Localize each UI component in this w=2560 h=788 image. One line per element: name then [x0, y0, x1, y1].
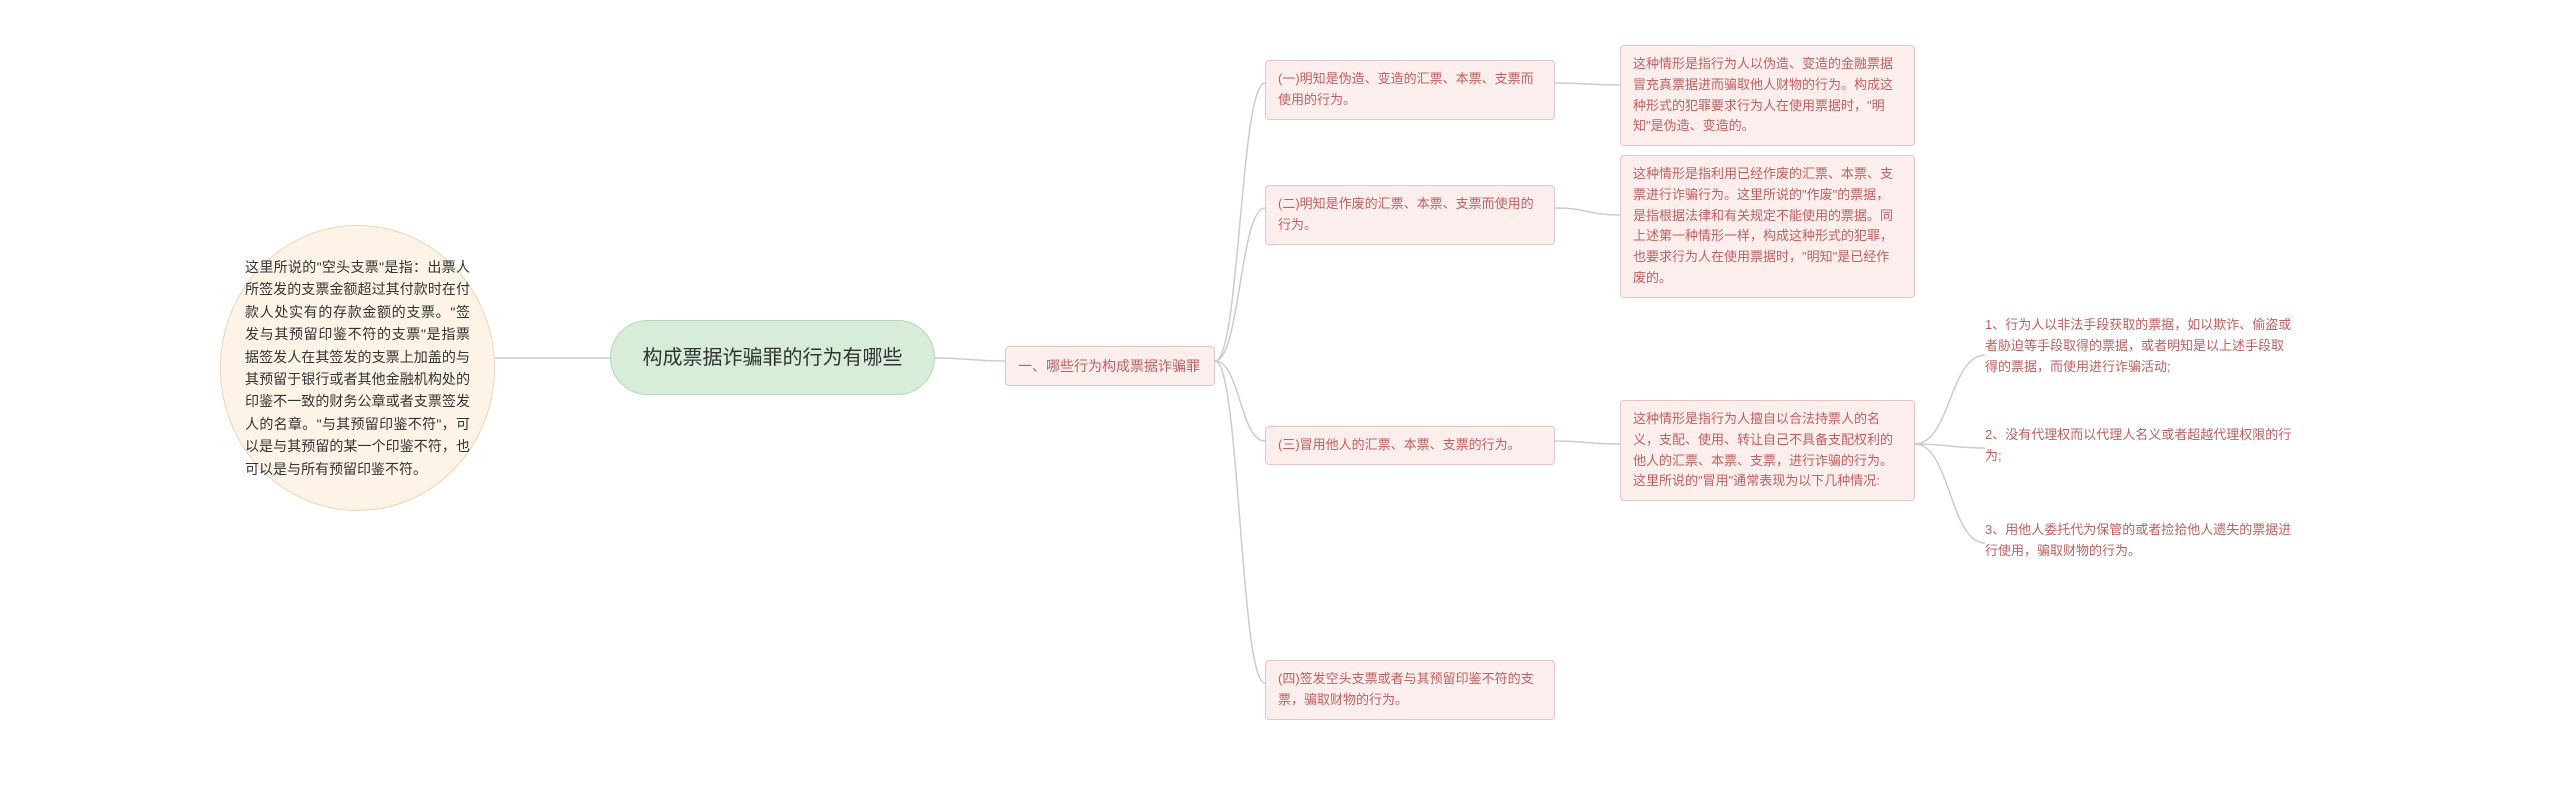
node-left-leaf-text: 这里所说的"空头支票"是指：出票人所签发的支票金额超过其付款时在付款人处实有的存…	[245, 259, 470, 477]
node-leaf-3: (三)冒用他人的汇票、本票、支票的行为。	[1265, 426, 1555, 465]
node-leaf-3-sub1-text: 1、行为人以非法手段获取的票据，如以欺诈、偷盗或者胁迫等手段取得的票据，或者明知…	[1985, 317, 2291, 374]
node-section-1: 一、哪些行为构成票据诈骗罪	[1005, 346, 1215, 386]
node-leaf-3-desc: 这种情形是指行为人擅自以合法持票人的名义，支配、使用、转让自己不具备支配权利的他…	[1620, 400, 1915, 501]
node-leaf-3-desc-text: 这种情形是指行为人擅自以合法持票人的名义，支配、使用、转让自己不具备支配权利的他…	[1633, 411, 1893, 488]
node-leaf-3-sub1: 1、行为人以非法手段获取的票据，如以欺诈、偷盗或者胁迫等手段取得的票据，或者明知…	[1985, 315, 2295, 395]
node-leaf-2-text: (二)明知是作废的汇票、本票、支票而使用的行为。	[1278, 196, 1534, 232]
node-leaf-3-sub2-text: 2、没有代理权而以代理人名义或者超越代理权限的行为;	[1985, 427, 2291, 463]
node-leaf-1-desc: 这种情形是指行为人以伪造、变造的金融票据冒充真票据进而骗取他人财物的行为。构成这…	[1620, 45, 1915, 146]
node-leaf-3-sub3: 3、用他人委托代为保管的或者捡拾他人遗失的票据进行使用，骗取财物的行为。	[1985, 520, 2295, 566]
node-leaf-4: (四)签发空头支票或者与其预留印鉴不符的支票，骗取财物的行为。	[1265, 660, 1555, 720]
node-section-1-text: 一、哪些行为构成票据诈骗罪	[1018, 358, 1200, 374]
node-central-root: 构成票据诈骗罪的行为有哪些	[610, 320, 935, 395]
node-leaf-3-sub3-text: 3、用他人委托代为保管的或者捡拾他人遗失的票据进行使用，骗取财物的行为。	[1985, 522, 2291, 558]
node-leaf-2-desc: 这种情形是指利用已经作废的汇票、本票、支票进行诈骗行为。这里所说的"作废"的票据…	[1620, 155, 1915, 298]
node-leaf-2: (二)明知是作废的汇票、本票、支票而使用的行为。	[1265, 185, 1555, 245]
node-leaf-1-desc-text: 这种情形是指行为人以伪造、变造的金融票据冒充真票据进而骗取他人财物的行为。构成这…	[1633, 56, 1893, 133]
node-leaf-3-text: (三)冒用他人的汇票、本票、支票的行为。	[1278, 437, 1521, 452]
node-central-text: 构成票据诈骗罪的行为有哪些	[643, 342, 903, 374]
node-leaf-1-text: (一)明知是伪造、变造的汇票、本票、支票而使用的行为。	[1278, 71, 1534, 107]
node-leaf-2-desc-text: 这种情形是指利用已经作废的汇票、本票、支票进行诈骗行为。这里所说的"作废"的票据…	[1633, 166, 1893, 285]
node-leaf-4-text: (四)签发空头支票或者与其预留印鉴不符的支票，骗取财物的行为。	[1278, 671, 1534, 707]
node-left-leaf: 这里所说的"空头支票"是指：出票人所签发的支票金额超过其付款时在付款人处实有的存…	[220, 225, 495, 511]
node-leaf-3-sub2: 2、没有代理权而以代理人名义或者超越代理权限的行为;	[1985, 425, 2295, 471]
node-leaf-1: (一)明知是伪造、变造的汇票、本票、支票而使用的行为。	[1265, 60, 1555, 120]
